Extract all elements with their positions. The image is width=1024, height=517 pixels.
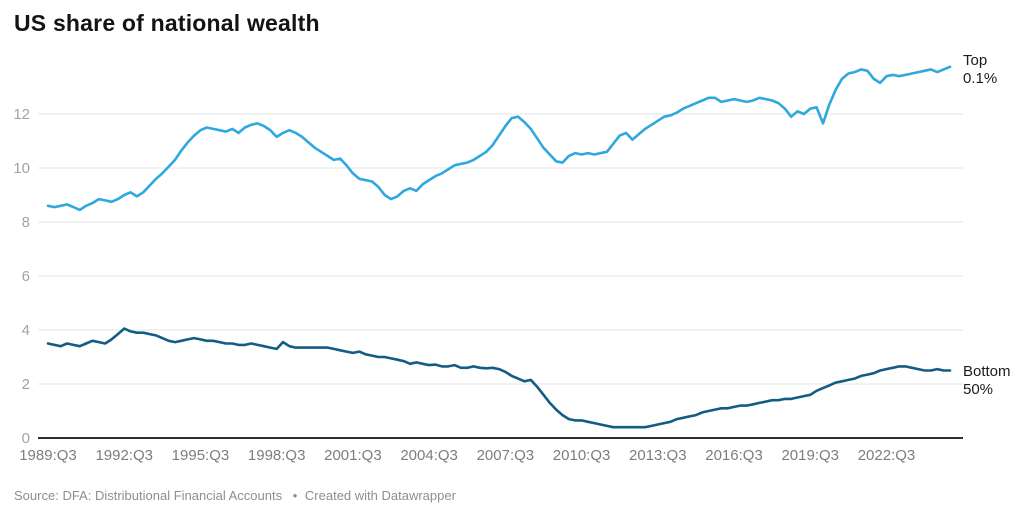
series-label-line: 50% <box>963 381 994 398</box>
x-axis-tick-label: 2004:Q3 <box>400 447 458 464</box>
y-axis-tick-label: 12 <box>13 106 30 123</box>
line-chart: 0 2 4 6 8 10 12 1989:Q3 1992:Q3 1995:Q3 1998:Q3 200… <box>13 65 963 464</box>
series-label-line: 0.1% <box>963 70 998 87</box>
x-axis-tick-label: 1992:Q3 <box>95 447 153 464</box>
footer-bullet: • <box>292 488 298 503</box>
y-axis-tick-label: 6 <box>22 268 30 285</box>
y-axis-tick-label: 10 <box>13 160 30 177</box>
x-axis-tick-label: 1998:Q3 <box>248 447 306 464</box>
y-axis-tick-label: 0 <box>22 430 30 447</box>
x-axis-tick-label: 2010:Q3 <box>553 447 611 464</box>
source-label: Source: <box>14 488 59 503</box>
x-axis-tick-label: 2013:Q3 <box>629 447 687 464</box>
chart-footer: Source: DFA: Distributional Financial Ac… <box>14 488 456 503</box>
x-axis-tick-label: 2016:Q3 <box>705 447 763 464</box>
series-label-line: Bottom <box>963 363 1011 380</box>
datawrapper-attribution-link[interactable]: Created with Datawrapper <box>304 488 456 503</box>
y-axis-tick-label: 4 <box>22 322 30 339</box>
x-axis-tick-label: 2019:Q3 <box>781 447 839 464</box>
series-line-bottom-50-pct <box>46 327 952 429</box>
y-axis-tick-label: 2 <box>22 376 30 393</box>
x-axis-tick-label: 2007:Q3 <box>477 447 535 464</box>
x-axis-tick-label: 2001:Q3 <box>324 447 382 464</box>
series-label-bottom-50-pct: Bottom 50% <box>963 363 1011 399</box>
series-line-top-0-1-pct <box>46 65 952 212</box>
series-label-line: Top <box>963 52 988 69</box>
x-axis-tick-label: 1995:Q3 <box>172 447 230 464</box>
chart-title: US share of national wealth <box>14 10 320 36</box>
y-axis-tick-label: 8 <box>22 214 30 231</box>
x-axis-tick-label: 2022:Q3 <box>858 447 916 464</box>
x-axis-tick-label: 1989:Q3 <box>19 447 77 464</box>
source-name: DFA: Distributional Financial Accounts <box>62 488 283 503</box>
series-label-top-0-1-pct: Top 0.1% <box>963 52 997 88</box>
